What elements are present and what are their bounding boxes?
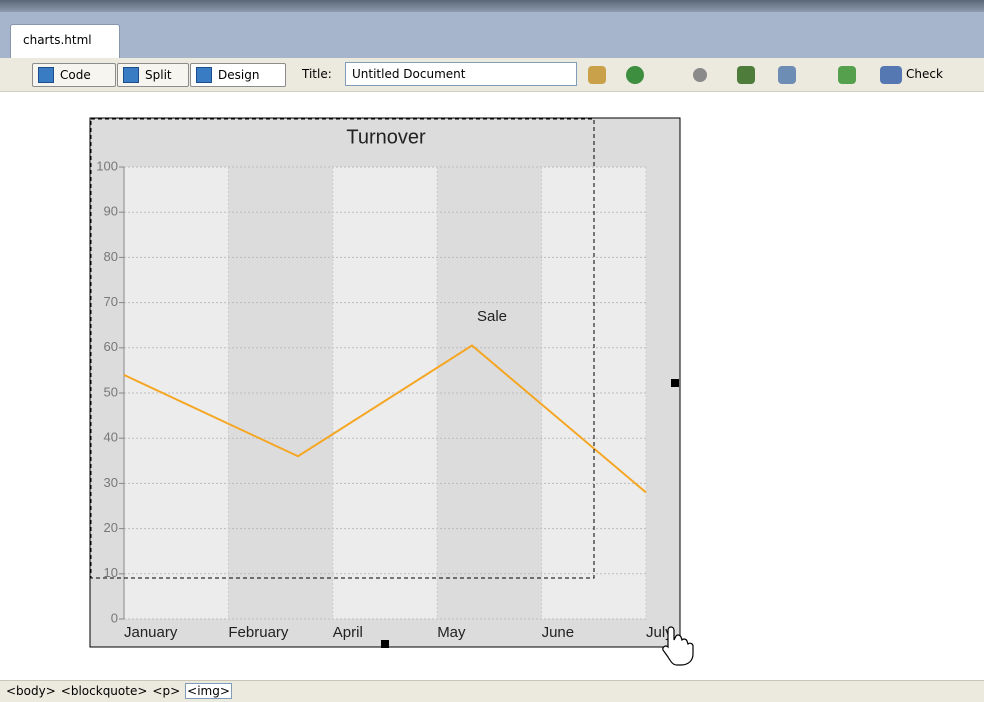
y-tick-label: 70 xyxy=(104,294,118,309)
tag-selector[interactable]: <p> xyxy=(152,684,181,698)
x-tick-label: January xyxy=(124,624,178,641)
x-tick-label: February xyxy=(228,624,289,641)
icon[interactable] xyxy=(693,68,707,82)
title-strip xyxy=(0,0,984,12)
icon[interactable] xyxy=(778,66,796,84)
resize-handle xyxy=(381,640,389,648)
icon[interactable] xyxy=(588,66,606,84)
series-label: Sale xyxy=(477,308,507,325)
tag-selector[interactable]: <blockquote> xyxy=(60,684,148,698)
tag-selector[interactable]: <img> xyxy=(185,683,232,699)
chart-title: Turnover xyxy=(346,126,426,148)
split-button[interactable]: Split xyxy=(117,63,189,87)
y-tick-label: 100 xyxy=(96,158,118,173)
chart: 0 10 20 30 40 50 60 70 80 90 100 January February Apr… xyxy=(89,117,694,666)
x-tick-label: April xyxy=(333,624,363,641)
y-tick-label: 30 xyxy=(104,475,118,490)
button-label: Design xyxy=(218,68,260,82)
icon[interactable] xyxy=(737,66,755,84)
icon[interactable] xyxy=(838,66,856,84)
y-tick-label: 0 xyxy=(111,610,118,625)
x-tick-label: May xyxy=(437,624,466,641)
x-tick-label: June xyxy=(542,624,575,641)
y-tick-label: 40 xyxy=(104,430,118,445)
button-label: Split xyxy=(145,68,172,82)
toolbar: Code Split Design Title: Untitled Docume… xyxy=(0,58,984,92)
y-tick-label: 80 xyxy=(104,249,118,264)
tag-selector[interactable]: <body> xyxy=(6,684,56,698)
y-tick-label: 20 xyxy=(104,520,118,535)
icon[interactable] xyxy=(626,66,644,84)
code-button[interactable]: Code xyxy=(32,63,116,87)
status-bar: <body> <blockquote> <p> <img> xyxy=(0,680,984,702)
series-line xyxy=(123,344,647,494)
selection-box xyxy=(90,118,595,579)
icon[interactable] xyxy=(880,66,902,84)
tab-bar: charts.html xyxy=(0,12,984,58)
hand-cursor xyxy=(662,626,694,666)
design-button[interactable]: Design xyxy=(190,63,286,87)
title-input[interactable]: Untitled Document xyxy=(345,62,577,86)
x-tick-label: July xyxy=(646,624,673,641)
y-tick-label: 90 xyxy=(104,204,118,219)
document-tab[interactable]: charts.html xyxy=(10,24,120,58)
title-label: Title: xyxy=(302,67,332,81)
y-tick-label: 50 xyxy=(104,384,118,399)
y-tick-label: 60 xyxy=(104,339,118,354)
check-label[interactable]: Check xyxy=(906,67,943,81)
y-tick-label: 10 xyxy=(104,565,118,580)
button-label: Code xyxy=(60,68,91,82)
resize-handle xyxy=(671,379,679,387)
